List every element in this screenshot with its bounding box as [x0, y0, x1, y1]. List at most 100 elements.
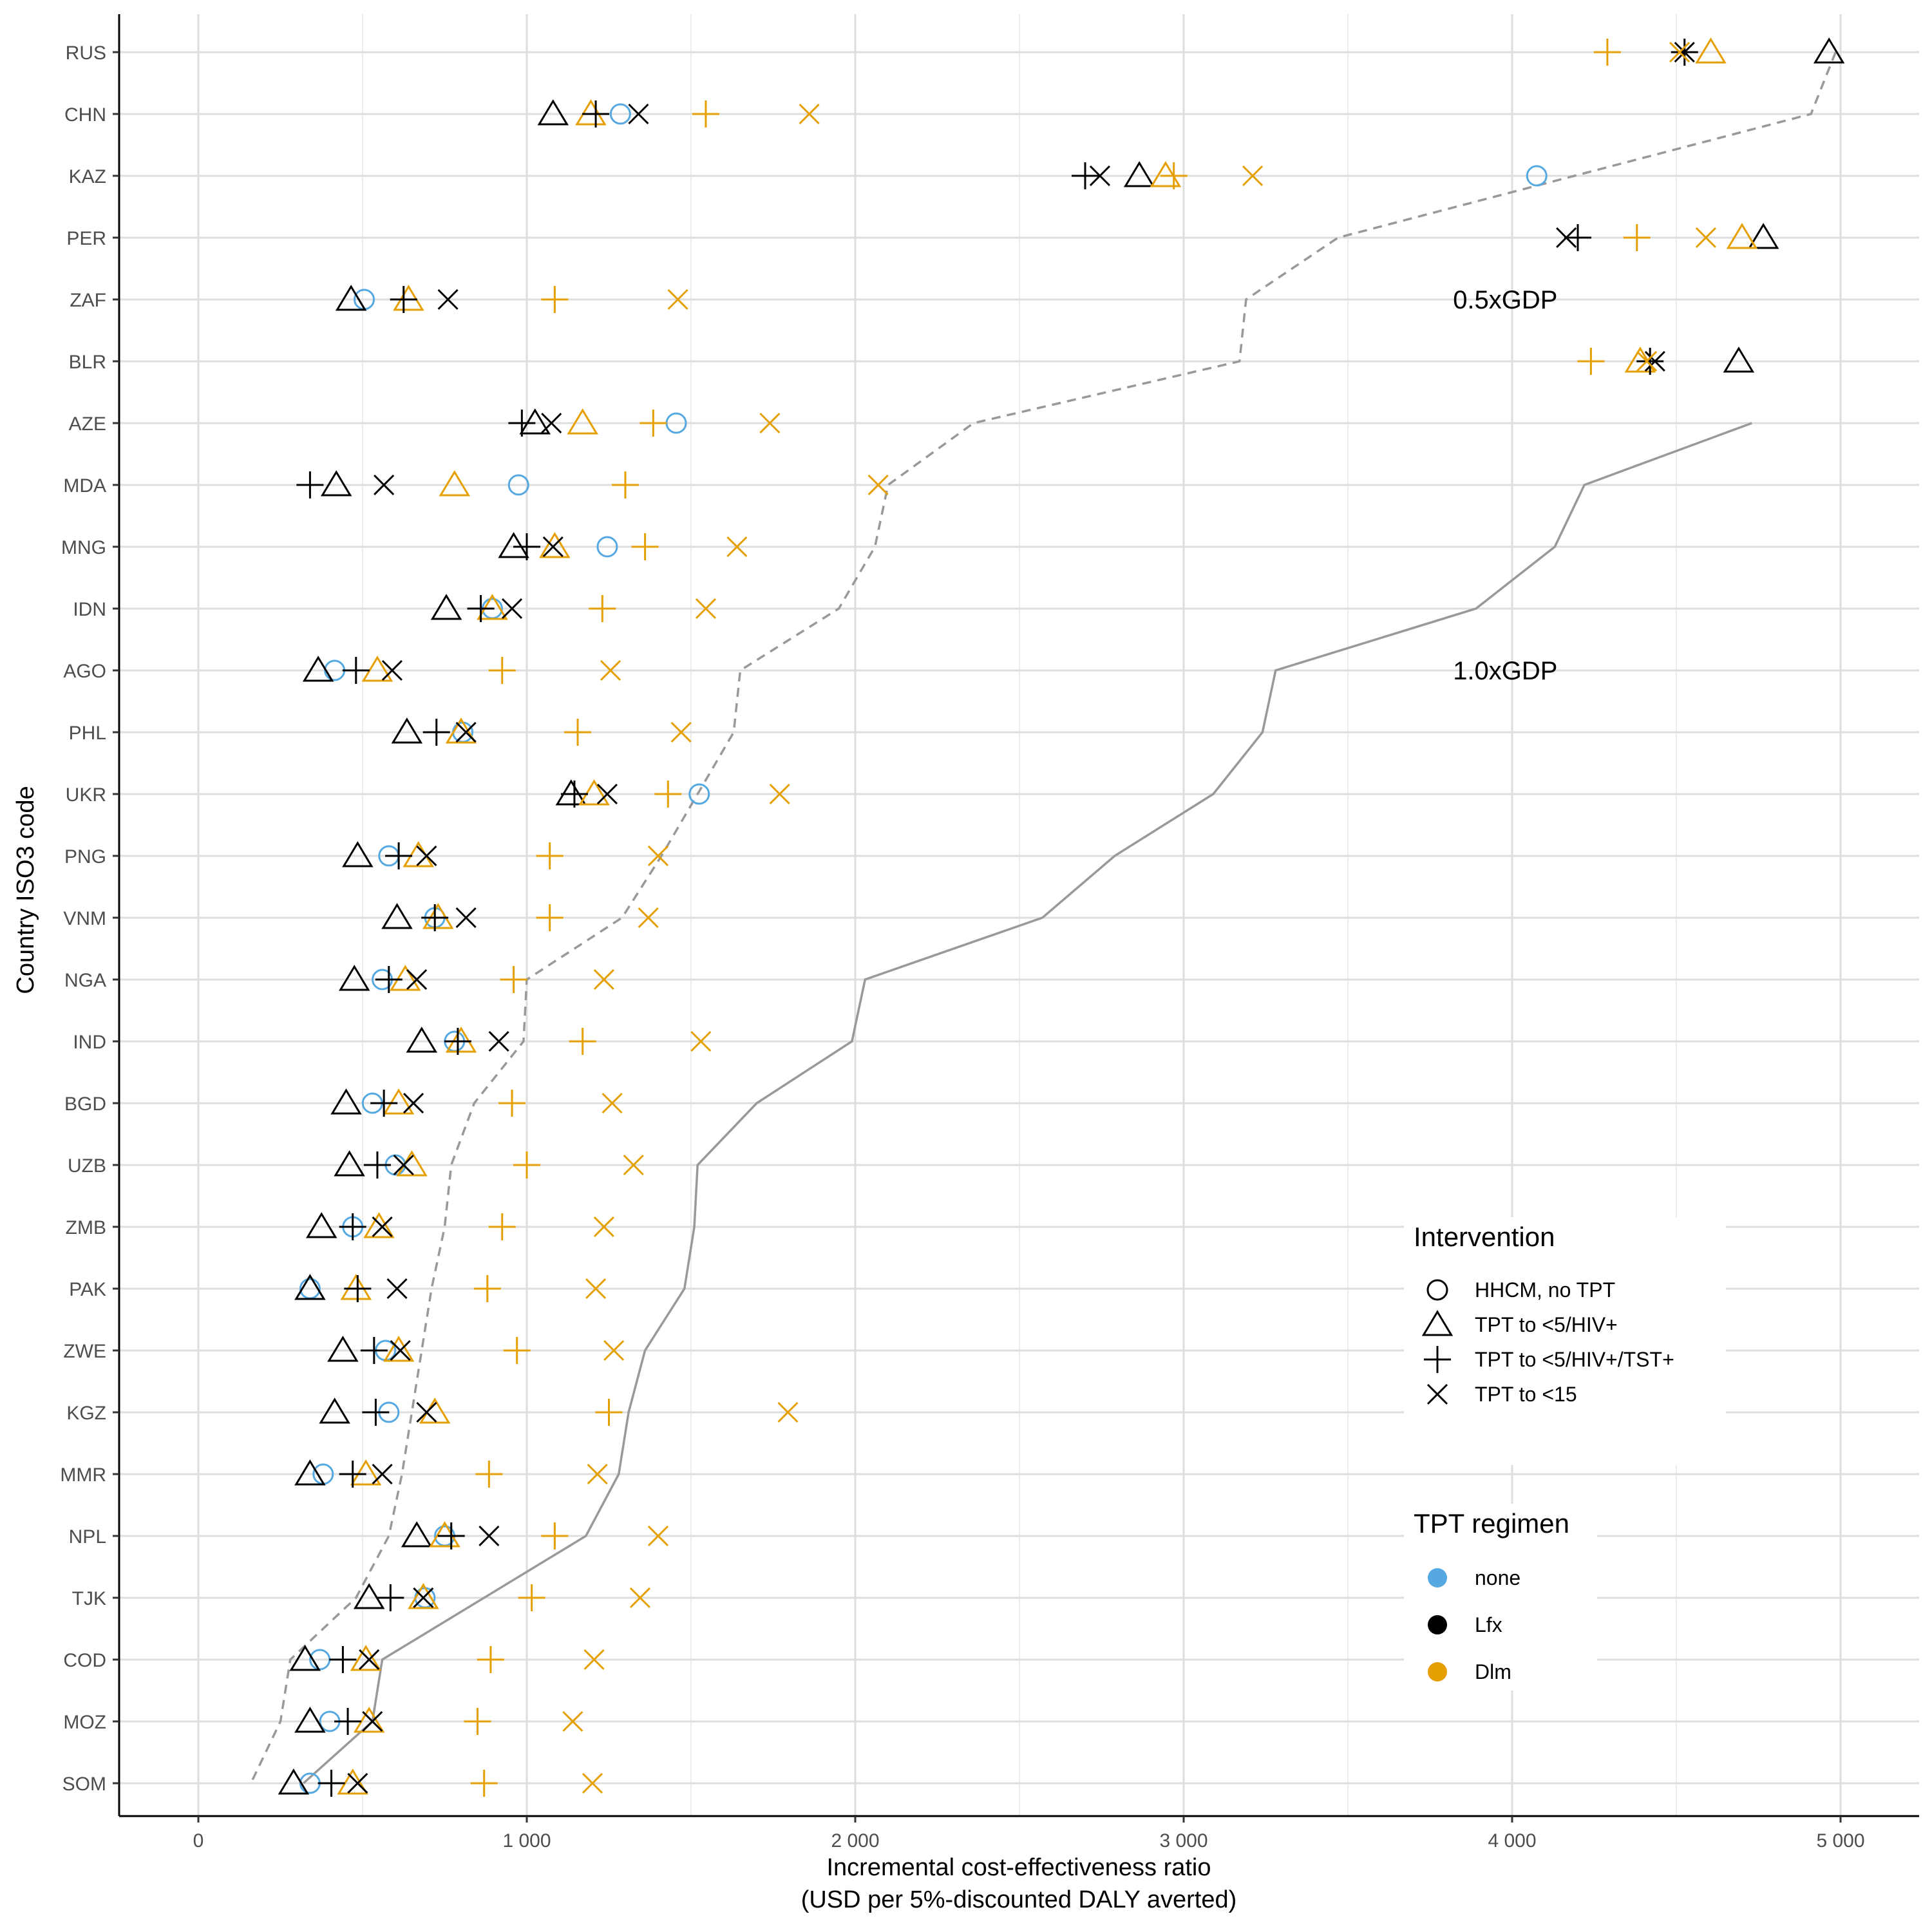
data-point-triangle-lfx	[555, 779, 587, 806]
y-tick-label: IDN	[73, 599, 106, 620]
data-point-triangle-lfx	[306, 1212, 337, 1238]
data-point-cross-dlm	[769, 783, 790, 805]
y-tick-label: PER	[66, 228, 106, 249]
tick-labels: 0 1 000 2 000 3 000 4 000 5 000 RUS CHN KAZ PER ZA…	[60, 43, 1864, 1852]
data-point-triangle-dlm	[567, 408, 598, 435]
legend-regimen-title: TPT regimen	[1414, 1508, 1569, 1539]
data-point-triangle-lfx	[330, 1088, 362, 1115]
data-point-plus-dlm	[488, 657, 516, 684]
y-axis-title: Country ISO3 code	[12, 786, 39, 994]
legend-regimen-swatch	[1428, 1662, 1447, 1681]
data-point-plus-lfx	[377, 1584, 404, 1611]
data-point-cross-dlm	[562, 1710, 583, 1732]
data-point-plus-dlm	[692, 100, 719, 128]
data-point-plus-dlm	[470, 1770, 498, 1797]
data-point-triangle-dlm	[539, 532, 571, 558]
data-point-triangle-lfx	[1723, 346, 1755, 373]
data-point-triangle-lfx	[302, 656, 334, 682]
data-point-cross-lfx	[628, 103, 649, 125]
data-point-plus-lfx	[1564, 224, 1591, 251]
y-tick-label: KAZ	[69, 166, 106, 187]
data-point-cross-dlm	[690, 1030, 712, 1052]
data-point-cross-lfx	[416, 845, 437, 867]
data-point-triangle-dlm	[340, 1274, 372, 1300]
data-point-plus-lfx	[339, 1213, 366, 1240]
threshold-line-0.5xGDP	[250, 52, 1837, 1784]
data-point-cross-dlm	[1669, 41, 1690, 63]
data-point-cross-lfx	[542, 536, 564, 558]
x-tick-label: 3 000	[1159, 1830, 1208, 1852]
data-point-plus-dlm	[488, 1213, 516, 1240]
data-point-plus-lfx	[342, 657, 370, 684]
legend-intervention-label: HHCM, no TPT	[1475, 1278, 1615, 1302]
data-points	[278, 37, 1845, 1797]
data-point-circle-none	[1526, 165, 1548, 187]
legend: Intervention HHCM, no TPT TPT to <5/HIV+ T…	[1404, 1217, 1726, 1690]
data-point-triangle-dlm	[575, 99, 607, 126]
y-tick-label: IND	[73, 1032, 106, 1053]
data-point-plus-lfx	[339, 1461, 366, 1488]
data-point-triangle-lfx	[1747, 223, 1779, 249]
data-point-cross-dlm	[777, 1401, 799, 1423]
y-tick-label: PHL	[69, 723, 106, 744]
data-point-cross-lfx	[402, 1092, 424, 1114]
data-point-plus-dlm	[1593, 39, 1621, 66]
data-point-triangle-lfx	[519, 408, 551, 435]
data-point-triangle-lfx	[294, 1274, 326, 1300]
annotation-label: 0.5xGDP	[1453, 286, 1557, 314]
x-tick-label: 4 000	[1488, 1830, 1536, 1852]
data-point-plus-dlm	[498, 1090, 526, 1117]
data-point-cross-dlm	[759, 412, 781, 434]
data-point-triangle-dlm	[439, 470, 471, 497]
data-point-triangle-lfx	[342, 841, 374, 867]
data-point-plus-lfx	[444, 1028, 471, 1055]
data-point-triangle-dlm	[578, 779, 610, 806]
legend-intervention-label: TPT to <5/HIV+/TST+	[1475, 1348, 1674, 1371]
y-tick-label: BGD	[64, 1094, 106, 1115]
y-tick-label: VNM	[63, 908, 106, 929]
data-point-cross-lfx	[362, 1710, 383, 1732]
data-point-cross-lfx	[1644, 350, 1665, 372]
data-point-triangle-dlm	[350, 1459, 382, 1486]
data-point-triangle-dlm	[383, 1336, 415, 1362]
y-tick-label: SOM	[62, 1774, 106, 1795]
data-point-plus-lfx	[375, 966, 402, 993]
data-point-triangle-dlm	[363, 1212, 395, 1238]
data-point-triangle-lfx	[294, 1459, 326, 1486]
x-tick-label: 5 000	[1816, 1830, 1864, 1852]
legend-regimen-label: Dlm	[1475, 1660, 1511, 1683]
y-tick-label: COD	[63, 1650, 106, 1671]
data-point-cross-dlm	[726, 536, 748, 558]
y-tick-label: CHN	[64, 104, 106, 126]
y-tick-label: AZE	[69, 413, 106, 435]
y-tick-label: MNG	[61, 537, 106, 558]
data-point-triangle-lfx	[537, 99, 569, 126]
data-point-plus-dlm	[564, 719, 592, 746]
data-point-cross-dlm	[601, 1092, 623, 1114]
y-tick-label: UZB	[68, 1155, 106, 1177]
data-point-plus-lfx	[1636, 348, 1664, 375]
data-point-triangle-lfx	[1123, 161, 1155, 187]
y-tick-label: ZMB	[66, 1217, 106, 1238]
y-tick-label: TJK	[72, 1588, 106, 1609]
data-point-plus-dlm	[595, 1399, 623, 1426]
data-point-cross-lfx	[372, 1463, 393, 1485]
data-point-plus-lfx	[421, 904, 449, 931]
threshold-line-1.0xGDP	[303, 422, 1752, 1785]
y-tick-label: MOZ	[63, 1712, 106, 1733]
legend-regimen-swatch	[1428, 1568, 1447, 1587]
data-point-triangle-dlm	[350, 1645, 382, 1671]
data-point-plus-dlm	[612, 471, 639, 498]
data-point-triangle-dlm	[477, 594, 508, 620]
data-point-circle-none	[596, 536, 618, 558]
x-axis-title-line2: (USD per 5%-discounted DALY averted)	[801, 1886, 1237, 1913]
legend-regimen-label: none	[1475, 1566, 1520, 1589]
data-point-triangle-lfx	[381, 903, 413, 929]
y-tick-label: RUS	[66, 43, 106, 64]
y-tick-label: MDA	[63, 475, 106, 497]
data-point-cross-dlm	[587, 1463, 608, 1485]
data-point-cross-dlm	[867, 474, 889, 496]
data-point-plus-lfx	[370, 1090, 398, 1117]
data-point-cross-lfx	[386, 1278, 408, 1300]
